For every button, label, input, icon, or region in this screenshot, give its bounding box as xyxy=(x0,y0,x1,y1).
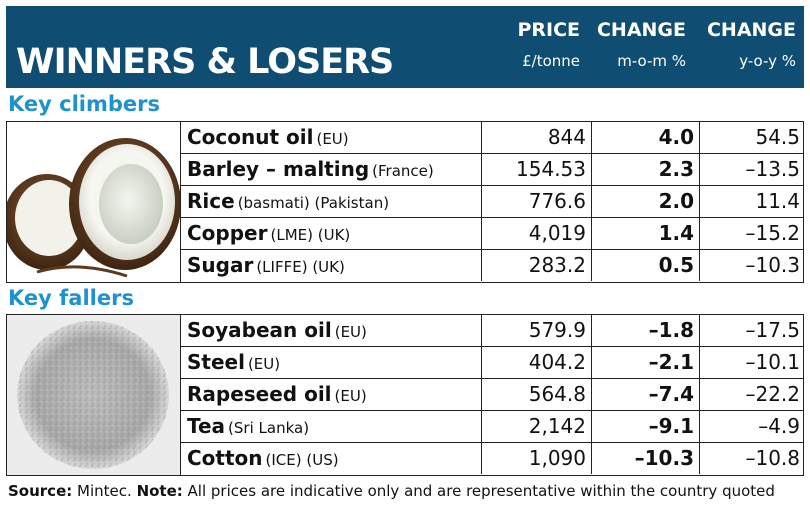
yoy-change-value: –10.3 xyxy=(699,250,806,281)
commodity-name: Tea xyxy=(187,414,226,438)
cotton-texture-image xyxy=(7,315,181,475)
mom-change-value: –2.1 xyxy=(591,347,700,378)
price-value: 4,019 xyxy=(481,218,592,249)
mom-change-value: –7.4 xyxy=(591,379,700,410)
yoy-header-unit: y-o-y % xyxy=(739,52,796,70)
mom-change-value: 4.0 xyxy=(591,122,700,153)
mom-header-label: CHANGE xyxy=(596,19,686,41)
table-row: Rice (basmati) (Pakistan) 776.6 2.0 11.4 xyxy=(181,186,803,218)
climbers-table: Coconut oil (EU) 844 4.0 54.5 Barley – ma… xyxy=(6,121,804,283)
fallers-table: Soyabean oil (EU) 579.9 –1.8 –17.5 Steel(… xyxy=(6,314,804,476)
price-value: 844 xyxy=(481,122,592,153)
table-row: Coconut oil (EU) 844 4.0 54.5 xyxy=(181,122,803,154)
commodity-qualifier: (basmati) (Pakistan) xyxy=(237,194,390,212)
commodity-qualifier: (LME) (UK) xyxy=(270,226,351,244)
commodity-qualifier: (EU) xyxy=(334,387,367,405)
price-value: 2,142 xyxy=(481,411,592,442)
commodity-name: Coconut oil xyxy=(187,125,314,149)
mom-column-header: CHANGE m-o-m % xyxy=(597,18,686,72)
commodity-name: Cotton xyxy=(187,446,263,470)
price-value: 154.53 xyxy=(481,154,592,185)
table-row: Rapeseed oil (EU) 564.8 –7.4 –22.2 xyxy=(181,379,803,411)
commodity-qualifier: (EU) xyxy=(247,355,281,373)
section-label-climbers: Key climbers xyxy=(8,92,161,116)
table-header: WINNERS & LOSERS PRICE £/tonne CHANGE m-… xyxy=(6,6,804,88)
commodity-qualifier: (EU) xyxy=(334,323,367,341)
coconut-icon xyxy=(7,138,180,278)
price-value: 776.6 xyxy=(481,186,592,217)
price-value: 564.8 xyxy=(481,379,592,410)
commodity-qualifier: (France) xyxy=(372,162,434,180)
yoy-header-label: CHANGE xyxy=(706,19,796,41)
yoy-change-value: –13.5 xyxy=(699,154,806,185)
mom-change-value: 0.5 xyxy=(591,250,700,281)
commodity-qualifier: (ICE) (US) xyxy=(265,451,339,469)
commodity-name: Barley – malting xyxy=(187,157,370,181)
mom-change-value: 2.3 xyxy=(591,154,700,185)
price-value: 404.2 xyxy=(481,347,592,378)
commodity-name: Copper xyxy=(187,221,268,245)
commodity-name: Rapeseed oil xyxy=(187,382,332,406)
note-text: All prices are indicative only and are r… xyxy=(187,482,775,500)
table-row: Soyabean oil (EU) 579.9 –1.8 –17.5 xyxy=(181,315,803,347)
yoy-change-value: –22.2 xyxy=(699,379,806,410)
mom-change-value: 1.4 xyxy=(591,218,700,249)
mom-change-value: –1.8 xyxy=(591,315,700,346)
price-header-label: PRICE xyxy=(517,19,580,41)
table-row: Barley – malting (France) 154.53 2.3 –13.… xyxy=(181,154,803,186)
yoy-change-value: –15.2 xyxy=(699,218,806,249)
price-value: 579.9 xyxy=(481,315,592,346)
yoy-change-value: –4.9 xyxy=(699,411,806,442)
coconut-image xyxy=(7,122,181,282)
commodity-name: Rice xyxy=(187,189,235,213)
mom-change-value: –9.1 xyxy=(591,411,700,442)
yoy-change-value: 54.5 xyxy=(699,122,806,153)
price-value: 283.2 xyxy=(481,250,592,281)
commodity-name: Steel xyxy=(187,350,245,374)
commodity-qualifier: (Sri Lanka) xyxy=(228,419,310,437)
price-column-header: PRICE £/tonne xyxy=(517,18,580,72)
mom-change-value: 2.0 xyxy=(591,186,700,217)
table-row: Cotton (ICE) (US) 1,090 –10.3 –10.8 xyxy=(181,443,803,475)
yoy-change-value: –10.8 xyxy=(699,443,806,474)
commodity-qualifier: (EU) xyxy=(316,130,349,148)
commodity-name: Soyabean oil xyxy=(187,318,332,342)
yoy-change-value: 11.4 xyxy=(699,186,806,217)
mom-header-unit: m-o-m % xyxy=(617,52,686,70)
mom-change-value: –10.3 xyxy=(591,443,700,474)
yoy-change-value: –10.1 xyxy=(699,347,806,378)
table-row: Sugar (LIFFE) (UK) 283.2 0.5 –10.3 xyxy=(181,250,803,282)
table-row: Copper (LME) (UK) 4,019 1.4 –15.2 xyxy=(181,218,803,250)
table-title: WINNERS & LOSERS xyxy=(16,42,394,82)
price-header-unit: £/tonne xyxy=(522,52,580,70)
texture-icon xyxy=(7,315,180,475)
table-row: Tea (Sri Lanka) 2,142 –9.1 –4.9 xyxy=(181,411,803,443)
yoy-column-header: CHANGE y-o-y % xyxy=(707,18,796,72)
source-note: Source: Mintec. Note: All prices are ind… xyxy=(8,481,775,501)
commodity-qualifier: (LIFFE) (UK) xyxy=(256,258,345,276)
commodity-name: Sugar xyxy=(187,253,254,277)
price-value: 1,090 xyxy=(481,443,592,474)
source-text: Mintec. xyxy=(77,482,132,500)
source-label: Source: xyxy=(8,482,73,500)
section-label-fallers: Key fallers xyxy=(8,286,134,310)
table-row: Steel (EU) 404.2 –2.1 –10.1 xyxy=(181,347,803,379)
yoy-change-value: –17.5 xyxy=(699,315,806,346)
note-label: Note: xyxy=(136,482,183,500)
